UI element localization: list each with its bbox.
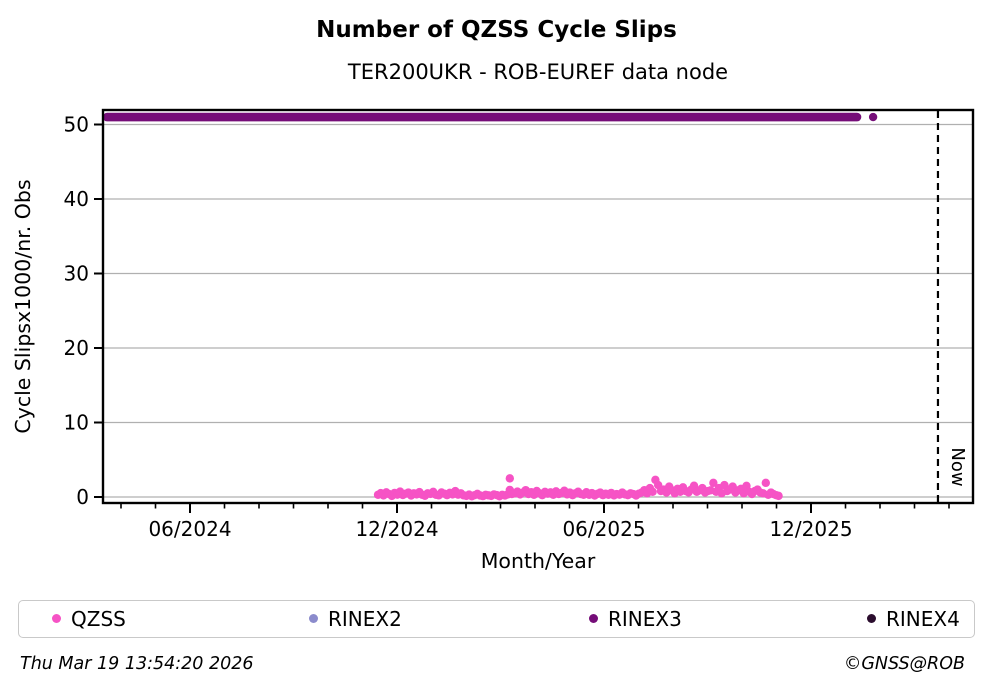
legend-item-rinex3: RINEX3 (589, 601, 682, 636)
legend-label-rinex3: RINEX3 (608, 606, 682, 631)
x-tick-label: 06/2024 (148, 517, 231, 541)
qzss-point (505, 474, 515, 483)
rinex3-legend-dot (589, 614, 598, 623)
y-tick-label: 20 (64, 336, 89, 360)
legend-label-qzss: QZSS (71, 606, 126, 631)
now-label: Now (947, 447, 968, 486)
x-tick-label: 12/2024 (355, 517, 438, 541)
chart-title: Number of QZSS Cycle Slips (316, 17, 677, 43)
legend: QZSS RINEX2 RINEX3 RINEX4 (18, 600, 975, 638)
legend-item-rinex2: RINEX2 (309, 601, 402, 636)
x-tick-label: 12/2025 (769, 517, 852, 541)
qzss-legend-dot (52, 614, 61, 623)
y-tick-label: 10 (64, 411, 89, 435)
plot-border (101, 108, 975, 505)
copyright-credit: ©GNSS@ROB (843, 654, 965, 674)
y-tick-label: 0 (76, 485, 89, 509)
y-axis-label: Cycle Slipsx1000/nr. Obs (11, 179, 35, 433)
legend-label-rinex4: RINEX4 (886, 606, 960, 631)
rinex4-legend-dot (867, 614, 876, 623)
qzss-point (774, 491, 783, 501)
y-tick-label: 30 (64, 262, 89, 286)
legend-item-qzss: QZSS (52, 601, 126, 636)
qzss-point (761, 478, 771, 488)
y-tick-label: 50 (64, 113, 89, 137)
qzss-point (648, 487, 657, 496)
x-axis-label: Month/Year (481, 549, 596, 573)
chart-subtitle: TER200UKR - ROB-EUREF data node (347, 60, 729, 84)
legend-item-rinex4: RINEX4 (867, 601, 960, 636)
x-tick-label: 06/2025 (562, 517, 645, 541)
rinex2-legend-dot (309, 614, 318, 623)
plot-timestamp: Thu Mar 19 13:54:20 2026 (20, 654, 254, 674)
legend-label-rinex2: RINEX2 (328, 606, 402, 631)
rinex3-point (868, 112, 878, 122)
qzss-point (709, 478, 718, 488)
y-tick-label: 40 (64, 187, 89, 211)
